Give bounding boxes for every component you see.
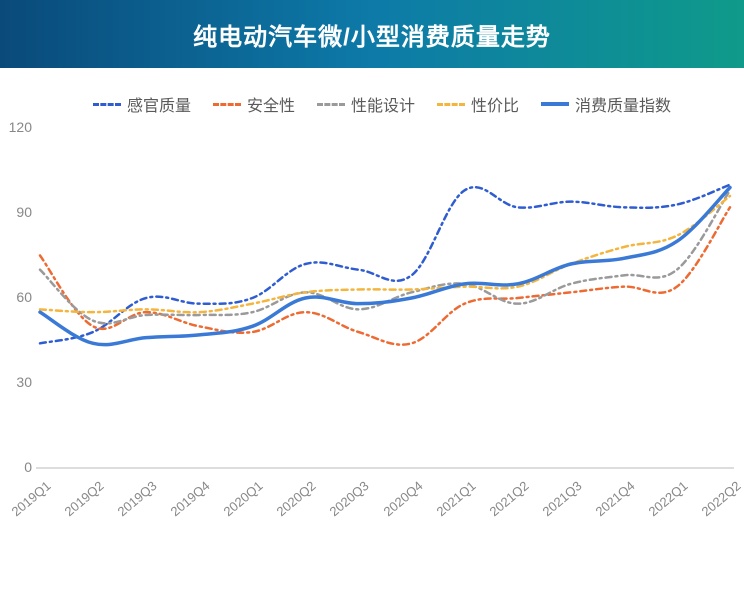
series-line-index xyxy=(40,188,730,345)
chart-title: 纯电动汽车微/小型消费质量走势 xyxy=(193,17,551,52)
chart-area: 感官质量安全性性能设计性价比消费质量指数 03060901202019Q1201… xyxy=(0,68,744,598)
y-tick-label: 120 xyxy=(2,119,32,135)
y-tick-label: 0 xyxy=(2,459,32,475)
y-tick-label: 30 xyxy=(2,374,32,390)
series-line-value xyxy=(40,196,730,312)
y-tick-label: 90 xyxy=(2,204,32,220)
title-bar: 纯电动汽车微/小型消费质量走势 xyxy=(0,0,744,68)
series-line-sense xyxy=(40,185,730,344)
y-tick-label: 60 xyxy=(2,289,32,305)
